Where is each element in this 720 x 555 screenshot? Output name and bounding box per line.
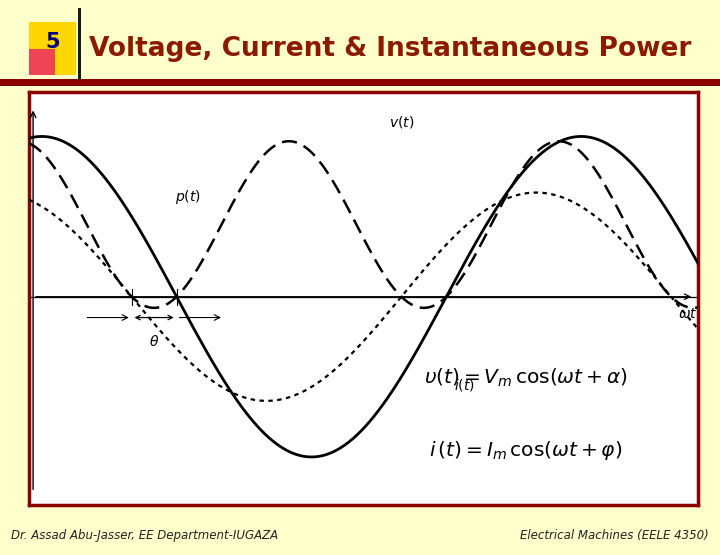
Text: $i(t)$: $i(t)$ <box>454 377 474 393</box>
Text: 5: 5 <box>45 32 60 52</box>
Text: Voltage, Current & Instantaneous Power: Voltage, Current & Instantaneous Power <box>89 36 691 62</box>
Text: Dr. Assad Abu-Jasser, EE Department-IUGAZA: Dr. Assad Abu-Jasser, EE Department-IUGA… <box>11 529 278 542</box>
Text: $\theta$: $\theta$ <box>149 334 159 349</box>
Text: $i\,(t)=I_m\,\cos(\omega t+\varphi)$: $i\,(t)=I_m\,\cos(\omega t+\varphi)$ <box>429 439 623 462</box>
Text: $\upsilon(t)=V_m\,\cos(\omega t+\alpha)$: $\upsilon(t)=V_m\,\cos(\omega t+\alpha)$ <box>424 366 628 389</box>
Text: $\omega t$: $\omega t$ <box>678 306 698 321</box>
Text: Electrical Machines (EELE 4350): Electrical Machines (EELE 4350) <box>521 529 709 542</box>
Text: $v(t)$: $v(t)$ <box>390 114 415 130</box>
Text: $p(t)$: $p(t)$ <box>175 188 201 205</box>
